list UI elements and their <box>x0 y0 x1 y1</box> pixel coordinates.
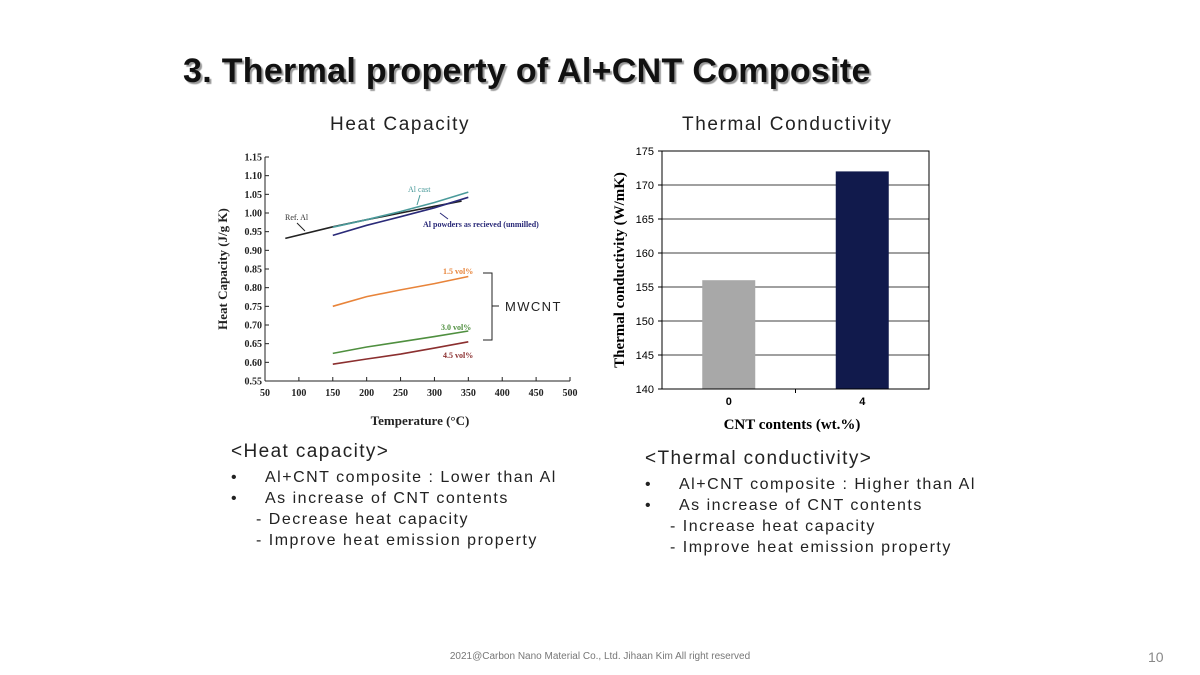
series-label: Al cast <box>408 185 431 194</box>
y-tick-label: 0.60 <box>245 358 263 369</box>
cond-bullet: • As increase of CNT contents <box>645 497 923 514</box>
x-tick-label: 400 <box>495 388 510 399</box>
x-tick-label: 150 <box>325 388 340 399</box>
series-line <box>332 196 469 237</box>
thermal-conductivity-caption: Thermal Conductivity <box>682 114 893 135</box>
series-line <box>332 341 469 365</box>
y-tick-label: 0.75 <box>245 302 263 313</box>
x-tick-label: 350 <box>461 388 476 399</box>
page-number: 10 <box>1148 649 1164 665</box>
cond-sub-point: - Improve heat emission property <box>670 539 952 556</box>
annotation-arrow <box>416 194 421 206</box>
heat-bullet-text: As increase of CNT contents <box>265 490 509 507</box>
footer-copyright: 2021@Carbon Nano Material Co., Ltd. Jiha… <box>449 651 751 662</box>
cond-sub-point: - Increase heat capacity <box>670 518 876 535</box>
cond-bullet: • Al+CNT composite : Higher than Al <box>645 476 976 493</box>
cond-notes-heading: <Thermal conductivity> <box>645 448 873 469</box>
x-tick-label: 100 <box>291 388 306 399</box>
heat-sub-point: - Decrease heat capacity <box>256 511 469 528</box>
series-line <box>332 191 469 228</box>
series-label: 3.0 vol% <box>441 323 471 332</box>
series-line <box>332 330 469 355</box>
heat-bullet: • Al+CNT composite : Lower than Al <box>231 469 557 486</box>
annotation-arrow <box>296 222 306 232</box>
bar <box>702 280 756 389</box>
x-tick-label: 50 <box>260 388 270 399</box>
x-tick-label: 0 <box>726 396 732 408</box>
mwcnt-label: MWCNT <box>505 299 562 314</box>
x-axis-title: Temperature (°C) <box>371 413 470 428</box>
y-axis-title: Thermal conductivity (W/mK) <box>612 172 628 368</box>
heat-capacity-chart: 0.55 0.60 0.65 0.70 0.75 0.80 0.85 0.90 0.95 1.00… <box>215 153 578 429</box>
y-tick-label: 160 <box>636 248 654 260</box>
y-tick-label: 0.90 <box>245 246 263 257</box>
y-tick-label: 140 <box>636 384 654 396</box>
series-label: 4.5 vol% <box>443 351 473 360</box>
y-tick-label: 1.00 <box>245 209 263 220</box>
x-tick-label: 4 <box>859 396 866 408</box>
y-tick-label: 145 <box>636 350 654 362</box>
thermal-conductivity-notes: <Thermal conductivity> • Al+CNT composite… <box>645 448 976 558</box>
mwcnt-bracket <box>483 272 499 341</box>
y-tick-label: 0.80 <box>245 283 263 294</box>
heat-notes-heading: <Heat capacity> <box>231 441 390 462</box>
x-tick-label: 500 <box>563 388 578 399</box>
x-tick-label: 450 <box>529 388 544 399</box>
heat-sub-point: - Improve heat emission property <box>256 532 538 549</box>
plot-frame <box>661 150 930 390</box>
series-line <box>332 275 469 308</box>
slide-title: 3. Thermal property of Al+CNT Composite <box>183 52 871 90</box>
y-tick-label: 170 <box>636 180 654 192</box>
y-tick-label: 1.10 <box>245 171 263 182</box>
series-label: Al powders as recieved (unmilled) <box>423 220 539 229</box>
y-tick-label: 1.05 <box>245 190 263 201</box>
y-tick-label: 150 <box>636 316 654 328</box>
y-tick-label: 0.65 <box>245 339 263 350</box>
y-tick-label: 175 <box>636 146 654 158</box>
thermal-conductivity-chart: 140 145 150 155 160 165 170 175 0 4 CNT contents (… <box>612 146 930 433</box>
y-tick-label: 0.95 <box>245 227 263 238</box>
cond-bullet-text: As increase of CNT contents <box>679 497 923 514</box>
x-tick-label: 200 <box>359 388 374 399</box>
cond-bullet-text: Al+CNT composite : Higher than Al <box>679 476 976 493</box>
y-tick-label: 0.85 <box>245 265 263 276</box>
y-tick-label: 155 <box>636 282 654 294</box>
y-tick-label: 0.55 <box>245 377 263 388</box>
heat-capacity-caption: Heat Capacity <box>330 114 471 135</box>
heat-bullet-text: Al+CNT composite : Lower than Al <box>265 469 557 486</box>
y-tick-label: 1.15 <box>245 153 263 164</box>
y-tick-label: 0.70 <box>245 321 263 332</box>
x-tick-label: 250 <box>393 388 408 399</box>
x-tick-label: 300 <box>427 388 442 399</box>
series-label: 1.5 vol% <box>443 267 473 276</box>
heat-bullet: • As increase of CNT contents <box>231 490 509 507</box>
heat-capacity-notes: <Heat capacity> • Al+CNT composite : Lowe… <box>231 441 557 551</box>
y-axis-title: Heat Capacity (J/g K) <box>215 208 230 330</box>
x-axis-title: CNT contents (wt.%) <box>724 417 861 433</box>
annotation-arrow <box>439 212 449 220</box>
series-label: Ref. Al <box>285 213 309 222</box>
bar <box>835 171 889 389</box>
y-tick-label: 165 <box>636 214 654 226</box>
